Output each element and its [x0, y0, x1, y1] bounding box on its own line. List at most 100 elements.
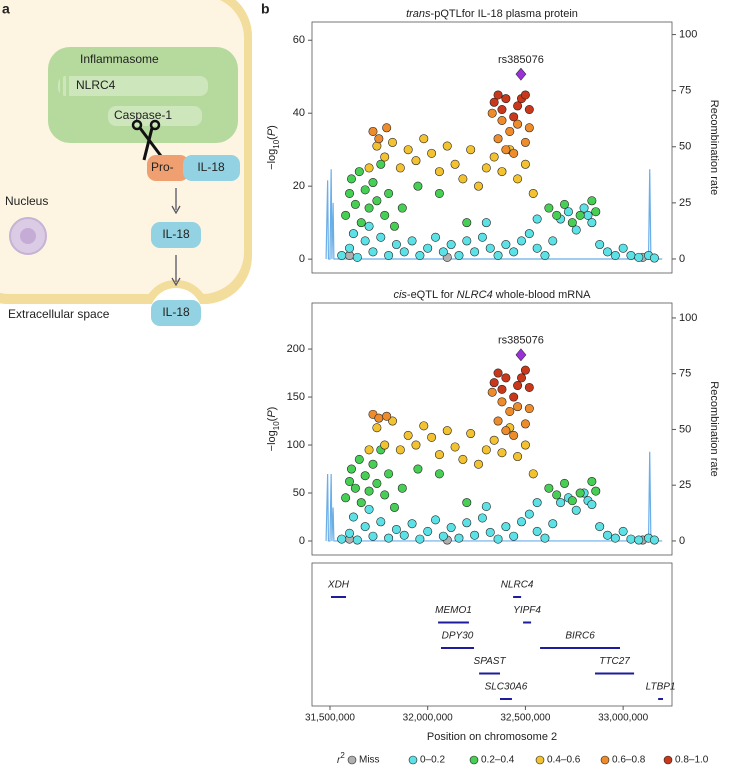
- snp-point: [509, 247, 519, 257]
- snp-point: [481, 163, 491, 173]
- gene-label: NLRC4: [501, 580, 534, 591]
- plot-frame: [311, 302, 673, 556]
- gene-label: DPY30: [442, 631, 474, 642]
- snp-point: [501, 94, 511, 104]
- snp-point: [587, 476, 597, 486]
- legend-label: 0.6–0.8: [612, 755, 646, 766]
- snp-point: [501, 145, 511, 155]
- snp-point: [509, 430, 519, 440]
- snp-point: [493, 134, 503, 144]
- chart-title-part: whole-blood mRNA: [493, 289, 591, 301]
- legend-label: 0–0.2: [420, 755, 445, 766]
- legend-title: r2: [337, 751, 345, 766]
- snp-point: [427, 148, 437, 158]
- snp-point: [345, 243, 355, 253]
- snp-point: [513, 119, 523, 129]
- snp-point: [567, 218, 577, 228]
- snp-point: [368, 531, 378, 541]
- snp-point: [462, 498, 472, 508]
- snp-point: [485, 527, 495, 537]
- snp-point: [497, 384, 507, 394]
- stripe: [66, 76, 69, 96]
- snp-point: [364, 445, 374, 455]
- snp-point: [497, 105, 507, 115]
- snp-point: [462, 218, 472, 228]
- snp-point: [376, 232, 386, 242]
- snp-point: [403, 430, 413, 440]
- snp-point: [346, 464, 356, 474]
- pro-label: Pro-: [151, 160, 174, 174]
- y-tick-label: 20: [293, 180, 305, 192]
- legend-title-part: r: [337, 755, 341, 766]
- snp-point: [364, 504, 374, 514]
- snp-point: [509, 392, 519, 402]
- gene-label: SPAST: [474, 656, 507, 667]
- snp-point: [458, 454, 468, 464]
- arrow-head: [171, 205, 181, 215]
- chart-title-part: NLRC4: [457, 289, 493, 301]
- snp-point: [364, 163, 374, 173]
- snp-point: [591, 207, 601, 217]
- snp-point: [634, 252, 644, 262]
- snp-point: [487, 108, 497, 118]
- snp-point: [348, 512, 358, 522]
- x-tick-label: 31,500,000: [305, 713, 355, 724]
- gene-label: YIPF4: [513, 605, 541, 616]
- y-axis-label-part: −log: [266, 149, 278, 170]
- snp-point: [403, 145, 413, 155]
- x-axis-label: Position on chromosome 2: [427, 731, 557, 743]
- snp-point: [368, 126, 378, 136]
- snp-point: [540, 533, 550, 543]
- il18-box: [151, 300, 201, 326]
- snp-point: [532, 214, 542, 224]
- inflammasome-label: Inflammasome: [80, 52, 159, 66]
- snp-point: [575, 488, 585, 498]
- snp-point: [509, 112, 519, 122]
- snp-point: [571, 225, 581, 235]
- snp-point: [567, 496, 577, 506]
- snp-point: [524, 105, 534, 115]
- snp-point: [520, 419, 530, 429]
- snp-point: [493, 250, 503, 260]
- snp-point: [493, 416, 503, 426]
- snp-point: [376, 517, 386, 527]
- y2-axis-label: Recombination rate: [708, 100, 720, 195]
- y-axis-label-part: (: [266, 417, 278, 421]
- snp-point: [413, 464, 423, 474]
- snp-point: [610, 533, 620, 543]
- snp-point: [493, 534, 503, 544]
- snp-point: [487, 387, 497, 397]
- snp-point: [413, 181, 423, 191]
- snp-point: [513, 452, 523, 462]
- snp-point: [434, 450, 444, 460]
- snp-point: [520, 365, 530, 375]
- snp-point: [382, 411, 392, 421]
- y-axis-label: −log10(P): [266, 125, 281, 170]
- snp-point: [419, 134, 429, 144]
- snp-point: [493, 90, 503, 100]
- snp-point: [341, 493, 351, 503]
- x-tick-label: 32,000,000: [403, 713, 453, 724]
- snp-point: [532, 243, 542, 253]
- snp-point: [626, 534, 636, 544]
- y-axis-label-part: 10: [272, 421, 281, 430]
- snp-point: [423, 526, 433, 536]
- snp-point: [532, 498, 542, 508]
- snp-point: [524, 509, 534, 519]
- snp-point: [520, 440, 530, 450]
- snp-point: [603, 247, 613, 257]
- snp-point: [528, 469, 538, 479]
- snp-point: [388, 416, 398, 426]
- y-tick-label: 50: [293, 487, 305, 499]
- snp-point: [345, 528, 355, 538]
- snp-point: [556, 498, 566, 508]
- snp-point: [388, 137, 398, 147]
- snp-point: [434, 469, 444, 479]
- snp-point: [618, 243, 628, 253]
- extracellular-label: Extracellular space: [8, 307, 110, 321]
- y2-tick-label: 0: [679, 253, 685, 265]
- snp-point: [497, 448, 507, 458]
- snp-point: [466, 145, 476, 155]
- legend-label: 0.8–1.0: [675, 755, 709, 766]
- snp-point: [497, 167, 507, 177]
